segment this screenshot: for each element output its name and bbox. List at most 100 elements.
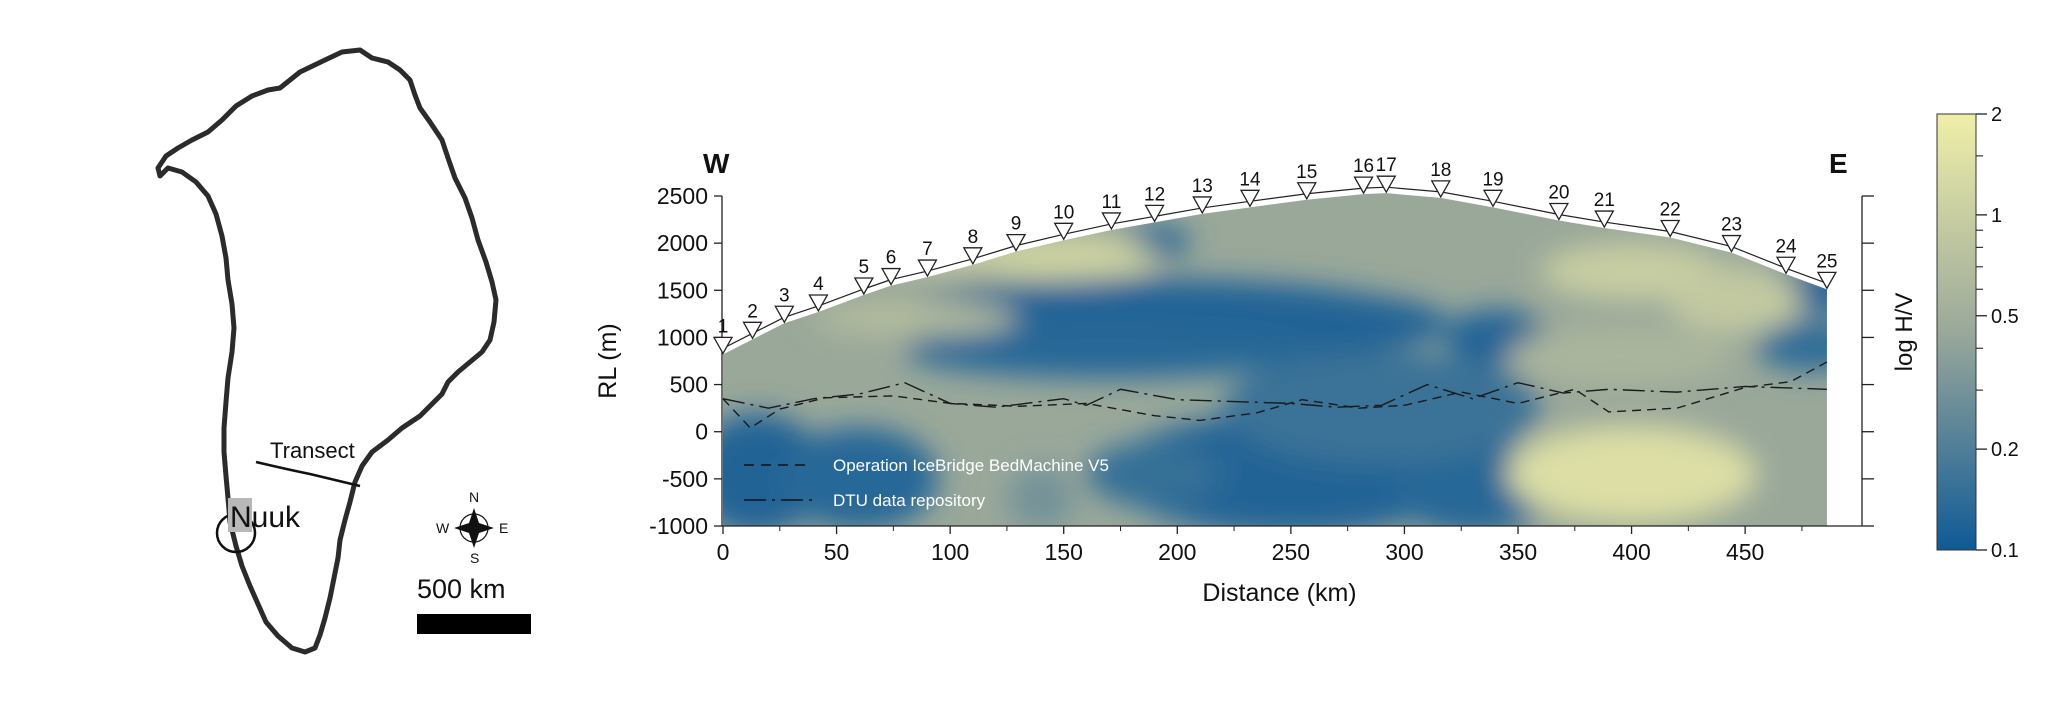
station-label: 13 xyxy=(1192,176,1213,197)
station-marker-icon xyxy=(1144,204,1165,223)
station-label: 25 xyxy=(1816,251,1837,272)
station-label: 11 xyxy=(1102,192,1122,213)
station-marker-icon xyxy=(1101,212,1122,231)
direction-east-label: E xyxy=(1829,148,1848,179)
x-tick-label: 150 xyxy=(1045,539,1083,565)
station-label: 21 xyxy=(1594,190,1615,211)
station-marker-icon xyxy=(1376,175,1397,194)
station-label: 6 xyxy=(886,248,897,269)
greenland-outline xyxy=(155,47,499,655)
station-marker-icon xyxy=(1005,233,1027,252)
station-marker-icon xyxy=(1660,219,1681,238)
station-label: 22 xyxy=(1660,199,1681,220)
station-label: 2 xyxy=(747,301,758,322)
series-line-1 xyxy=(722,381,1827,409)
transect-line xyxy=(255,460,361,488)
colorbar-gradient xyxy=(1936,113,1977,551)
greenland-map: Transect Nuuk N S E W 500 km xyxy=(155,47,531,655)
legend-label-0: Operation IceBridge BedMachine V5 xyxy=(833,456,1109,475)
station-marker-icon xyxy=(880,267,902,286)
station-marker-icon xyxy=(853,277,874,296)
station-label: 3 xyxy=(779,285,790,306)
x-tick-label: 300 xyxy=(1385,539,1423,565)
station-marker-icon xyxy=(1296,182,1317,201)
station-marker-icon xyxy=(1053,222,1074,241)
colorbar-tick-label: 0.2 xyxy=(1991,439,2019,461)
transect-label: Transect xyxy=(270,438,355,463)
station-marker-icon xyxy=(1192,196,1213,215)
station-marker-icon xyxy=(1775,256,1797,275)
station-label: 4 xyxy=(813,274,824,295)
x-tick-label: 400 xyxy=(1612,539,1650,565)
station-marker-icon xyxy=(1548,202,1569,221)
legend-label-1: DTU data repository xyxy=(833,491,986,510)
hv-anomaly-16 xyxy=(813,301,1019,336)
hv-anomaly-12 xyxy=(1222,351,1541,465)
scale-bar xyxy=(417,614,531,634)
y-tick-label: 0 xyxy=(695,419,708,445)
station-marker-icon xyxy=(1430,180,1451,199)
station-marker-icon xyxy=(1482,189,1504,208)
colorbar-tick-label: 2 xyxy=(1991,104,2002,126)
station-marker-icon xyxy=(774,305,795,324)
hv-anomaly-8 xyxy=(779,427,939,526)
colorbar-tick-label: 0.5 xyxy=(1991,306,2019,328)
hv-heatmap xyxy=(723,193,1827,526)
station-label: 1 xyxy=(718,316,729,337)
y-tick-label: -500 xyxy=(662,466,708,492)
station-label: 7 xyxy=(922,239,933,260)
compass-e: E xyxy=(499,520,508,536)
compass-rose: N S E W xyxy=(436,489,508,566)
station-label: 10 xyxy=(1053,202,1074,223)
x-tick-label: 450 xyxy=(1726,539,1764,565)
station-marker-icon xyxy=(742,321,763,340)
station-marker-icon xyxy=(1353,176,1374,195)
hv-anomaly-2 xyxy=(904,325,1314,378)
y-tick-label: 500 xyxy=(670,372,708,398)
x-tick-label: 0 xyxy=(717,539,730,565)
x-tick-label: 200 xyxy=(1158,539,1196,565)
cross-section-chart: 2500 2000 1500 1000 500 0 -500 -1000 0 50 100 150 20… xyxy=(594,148,1874,607)
station-marker-icon xyxy=(1239,189,1261,208)
compass-w: W xyxy=(436,520,450,536)
hv-anomaly-15 xyxy=(972,234,1155,280)
y-tick-label: 2000 xyxy=(657,230,708,256)
y-tick-label: 1000 xyxy=(657,324,708,350)
y-tick-label: -1000 xyxy=(649,513,708,539)
y-tick-label: 2500 xyxy=(657,183,708,209)
station-label: 15 xyxy=(1296,162,1317,183)
station-label: 9 xyxy=(1011,214,1022,235)
hv-anomaly-17 xyxy=(1506,425,1757,524)
hv-anomaly-19 xyxy=(1665,266,1802,333)
station-label: 16 xyxy=(1353,156,1374,177)
colorbar-tick-label: 1 xyxy=(1991,205,2002,227)
station-label: 20 xyxy=(1548,183,1569,204)
hv-anomaly-11 xyxy=(1086,441,1223,508)
station-label: 19 xyxy=(1482,169,1503,190)
hv-anomaly-13 xyxy=(1006,464,1076,526)
hv-anomaly-20 xyxy=(1506,328,1734,385)
station-marker-icon xyxy=(1721,234,1742,253)
x-tick-label: 250 xyxy=(1272,539,1310,565)
station-label: 17 xyxy=(1376,155,1397,176)
compass-star-icon xyxy=(454,508,494,548)
nuuk-label: Nuuk xyxy=(230,501,301,534)
compass-n: N xyxy=(469,489,479,505)
hv-anomaly-6 xyxy=(1756,322,1827,372)
station-marker-icon xyxy=(917,259,938,278)
x-axis-label: Distance (km) xyxy=(1202,579,1356,607)
station-marker-icon xyxy=(712,336,734,355)
compass-s: S xyxy=(470,550,479,566)
station-marker-icon xyxy=(1816,271,1838,290)
x-tick-label: 350 xyxy=(1499,539,1537,565)
x-tick-label: 50 xyxy=(824,539,850,565)
station-marker-icon xyxy=(1594,210,1615,229)
station-marker-icon xyxy=(962,247,983,266)
station-label: 23 xyxy=(1721,215,1742,236)
station-label: 24 xyxy=(1775,236,1797,257)
station-label: 18 xyxy=(1430,160,1451,181)
x-tick-label: 100 xyxy=(931,539,969,565)
nuuk-label-halo xyxy=(228,498,252,532)
